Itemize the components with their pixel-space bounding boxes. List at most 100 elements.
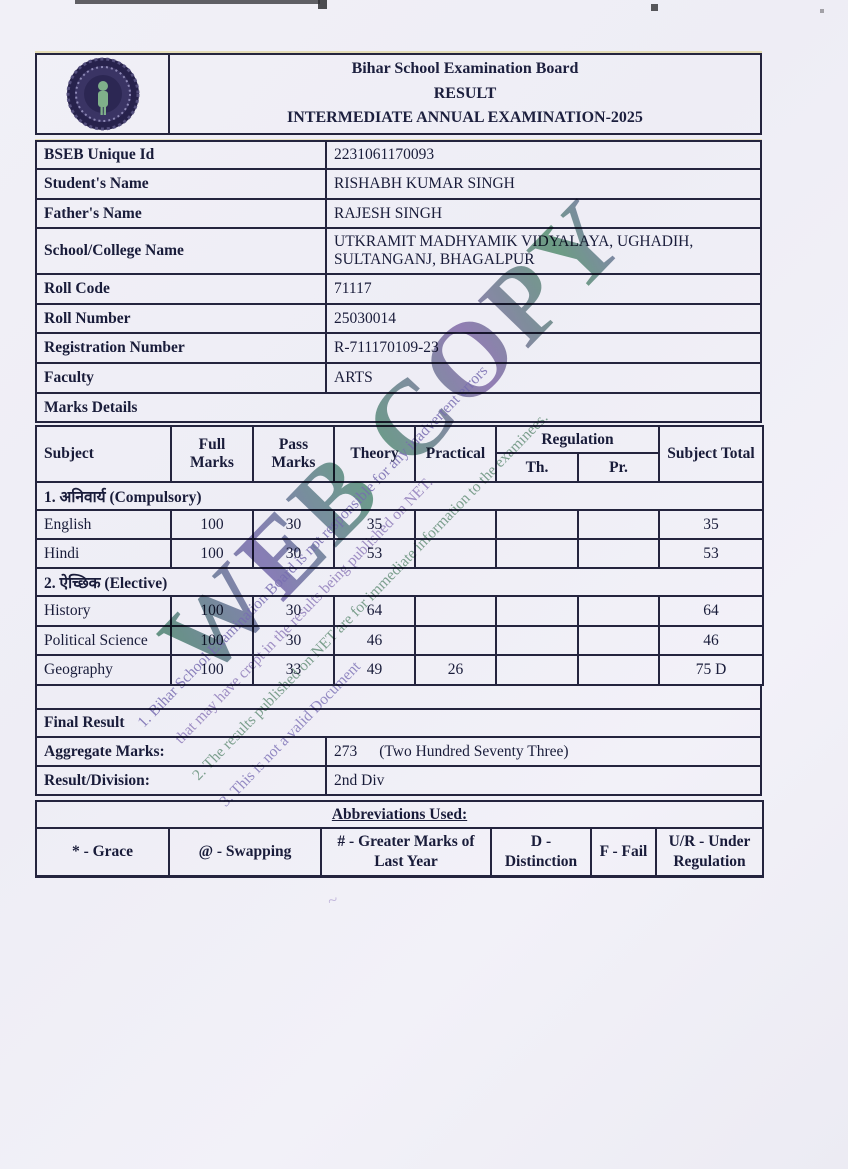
cell-subject-total: 64	[658, 595, 764, 627]
result-division-value: 2nd Div	[325, 765, 762, 796]
cell-theory: 49	[333, 654, 416, 686]
cell-reg-th	[495, 595, 579, 627]
cell-pass-marks: 30	[252, 625, 335, 656]
cell-reg-pr	[577, 538, 660, 569]
field-value: RAJESH SINGH	[325, 198, 762, 229]
cell-subject-total: 35	[658, 509, 764, 540]
field-label: Roll Number	[35, 303, 327, 334]
logo-cell	[37, 55, 170, 133]
table-row: School/College Name UTKRAMIT MADHYAMIK V…	[35, 227, 762, 275]
abbr-fail: F - Fail	[590, 827, 657, 877]
cell-reg-th	[495, 654, 579, 686]
cell-pass-marks: 30	[252, 538, 335, 569]
table-row: Aggregate Marks: 273 (Two Hundred Seventy…	[35, 736, 762, 767]
abbr-greater-marks: # - Greater Marks of Last Year	[320, 827, 492, 877]
table-row: Father's Name RAJESH SINGH	[35, 198, 762, 229]
cell-reg-th	[495, 509, 579, 540]
col-header-theory: Theory	[333, 425, 416, 483]
table-row: Political Science 100 30 46 46	[35, 625, 764, 656]
field-value: 71117	[325, 273, 762, 305]
field-label: Father's Name	[35, 198, 327, 229]
table-row: Geography 100 33 49 26 75 D	[35, 654, 764, 686]
table-row: Marks Details	[35, 392, 762, 423]
col-header-practical: Practical	[414, 425, 497, 483]
col-header-full-marks: Full Marks	[170, 425, 254, 483]
abbr-grace: * - Grace	[35, 827, 170, 877]
col-header-regulation: Regulation	[495, 425, 660, 454]
cell-reg-pr	[577, 625, 660, 656]
field-value: 2231061170093	[325, 140, 762, 170]
table-row: Faculty ARTS	[35, 362, 762, 394]
col-header-reg-pr: Pr.	[577, 452, 660, 483]
table-row: Final Result	[35, 708, 762, 738]
document-header: Bihar School Examination Board RESULT IN…	[35, 53, 762, 135]
cell-practical	[414, 538, 497, 569]
scan-artifact	[75, 0, 320, 4]
spacer-row	[35, 684, 762, 710]
result-division-label: Result/Division:	[35, 765, 327, 796]
cell-theory: 35	[333, 509, 416, 540]
aggregate-number: 273	[334, 742, 358, 760]
col-header-pass-marks: Pass Marks	[252, 425, 335, 483]
cell-full-marks: 100	[170, 538, 254, 569]
final-result-table: Final Result Aggregate Marks: 273 (Two Hu…	[35, 684, 762, 796]
cell-pass-marks: 30	[252, 595, 335, 627]
marks-table: Subject Full Marks Pass Marks Theory Pra…	[35, 425, 764, 686]
cell-subject: English	[35, 509, 172, 540]
cell-reg-th	[495, 538, 579, 569]
aggregate-words: (Two Hundred Seventy Three)	[379, 742, 569, 760]
field-value: ARTS	[325, 362, 762, 394]
col-header-subject: Subject	[35, 425, 172, 483]
field-value: RISHABH KUMAR SINGH	[325, 168, 762, 200]
table-row: Roll Number 25030014	[35, 303, 762, 334]
abbreviations-title-row: Abbreviations Used:	[34, 800, 765, 829]
table-row: Hindi 100 30 53 53	[35, 538, 764, 569]
field-value: 25030014	[325, 303, 762, 334]
abbr-under-regulation: U/R - Under Regulation	[654, 827, 765, 877]
table-row: Student's Name RISHABH KUMAR SINGH	[35, 168, 762, 200]
cell-full-marks: 100	[170, 595, 254, 627]
table-row: English 100 30 35 35	[35, 509, 764, 540]
table-row: Roll Code 71117	[35, 273, 762, 305]
cell-subject-total: 46	[658, 625, 764, 656]
cell-theory: 53	[333, 538, 416, 569]
marks-header-row: Subject Full Marks Pass Marks Theory Pra…	[35, 425, 764, 483]
scan-artifact	[651, 4, 658, 11]
board-name: Bihar School Examination Board	[351, 59, 579, 77]
cell-full-marks: 100	[170, 625, 254, 656]
cell-subject: History	[35, 595, 172, 627]
col-header-subject-total: Subject Total	[658, 425, 764, 483]
marks-details-label: Marks Details	[35, 392, 762, 423]
cell-theory: 46	[333, 625, 416, 656]
final-result-label: Final Result	[35, 708, 762, 738]
abbreviations-row: * - Grace @ - Swapping # - Greater Marks…	[35, 827, 765, 877]
scan-artifact	[820, 9, 824, 13]
student-details-table: BSEB Unique Id 2231061170093 Student's N…	[35, 140, 762, 423]
aggregate-marks-value: 273 (Two Hundred Seventy Three)	[325, 736, 762, 767]
cell-pass-marks: 33	[252, 654, 335, 686]
cell-theory: 64	[333, 595, 416, 627]
section-label: 2. ऐच्छिक (Elective)	[35, 567, 764, 597]
cell-subject: Hindi	[35, 538, 172, 569]
marks-header-subrow: Th. Pr.	[36, 452, 763, 483]
cell-practical	[414, 595, 497, 627]
cell-reg-pr	[577, 595, 660, 627]
cell-pass-marks: 30	[252, 509, 335, 540]
cell-subject: Political Science	[35, 625, 172, 656]
field-label: Roll Code	[35, 273, 327, 305]
cell-reg-pr	[577, 509, 660, 540]
doc-type: RESULT	[433, 84, 497, 102]
table-row: Registration Number R-711170109-23	[35, 332, 762, 364]
col-header-reg-th: Th.	[495, 452, 579, 483]
cell-practical	[414, 625, 497, 656]
cell-practical: 26	[414, 654, 497, 686]
bseb-seal-logo	[66, 57, 139, 131]
exam-name: INTERMEDIATE ANNUAL EXAMINATION-2025	[287, 109, 643, 127]
section-row-elective: 2. ऐच्छिक (Elective)	[35, 567, 764, 597]
aggregate-marks-label: Aggregate Marks:	[35, 736, 327, 767]
cell-full-marks: 100	[170, 509, 254, 540]
section-label: 1. अनिवार्य (Compulsory)	[35, 481, 764, 511]
field-value: R-711170109-23	[325, 332, 762, 364]
table-row: History 100 30 64 64	[35, 595, 764, 627]
cell-subject-total: 75 D	[658, 654, 764, 686]
